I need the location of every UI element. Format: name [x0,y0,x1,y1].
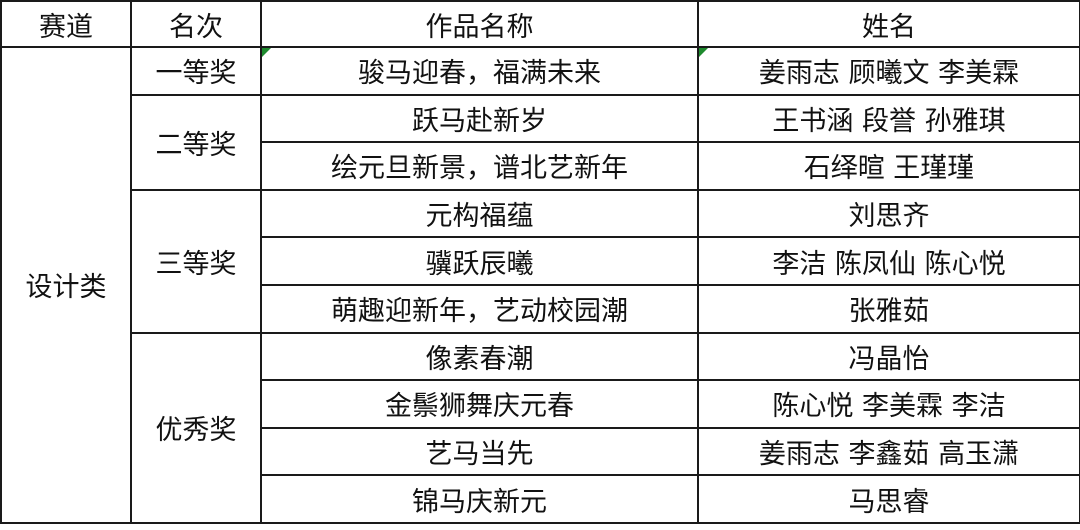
cell-comment-marker [262,48,271,57]
title-cell: 绘元旦新景，谱北艺新年 [260,141,699,191]
header-names: 姓名 [697,0,1080,48]
table-row: 萌趣迎新年，艺动校园潮 张雅茹 [1,283,1080,334]
table-row: 优秀奖 像素春潮 冯晶怡 [1,331,1080,524]
table-row: 锦马庆新元 马思睿 [1,474,1080,524]
names-cell: 马思睿 [697,474,1080,524]
table-row: 设计类 一等奖 骏马迎春，福满未来 姜雨志 顾曦文 李美霖 [0,46,1080,524]
table-row: 二等奖 跃马赴新岁 王书涵 段誉 孙雅琪 [1,93,1080,191]
table-row: 金鬃狮舞庆元春 陈心悦 李美霖 李洁 [1,379,1080,429]
names-cell: 石绎暄 王瑾瑾 [697,141,1080,191]
rank-cell: 三等奖 [130,188,262,334]
title-cell: 跃马赴新岁 [260,93,699,144]
title-cell: 金鬃狮舞庆元春 [260,379,699,429]
names-cell: 王书涵 段誉 孙雅琪 [697,93,1080,144]
names-cell: 冯晶怡 [697,331,1080,382]
title-cell: 萌趣迎新年，艺动校园潮 [260,283,699,334]
names-cell: 张雅茹 [697,283,1080,334]
header-title: 作品名称 [260,0,699,48]
header-track: 赛道 [0,0,132,48]
names-cell: 陈心悦 李美霖 李洁 [697,379,1080,429]
table-row: 骥跃辰曦 李洁 陈凤仙 陈心悦 [1,236,1080,286]
table-row: 三等奖 元构福蕴 刘思齐 [1,188,1080,334]
title-cell: 艺马当先 [260,426,699,477]
title-text: 骏马迎春，福满未来 [358,58,601,90]
rank-cell: 一等奖 [130,46,262,96]
names-cell: 李洁 陈凤仙 陈心悦 [697,236,1080,286]
header-row: 赛道 名次 作品名称 姓名 [0,0,1080,48]
names-text: 姜雨志 顾曦文 李美霖 [758,58,1020,90]
rank-cell: 优秀奖 [130,331,262,524]
track-cell: 设计类 [0,46,132,524]
title-cell: 元构福蕴 [260,188,699,239]
table-row: 艺马当先 姜雨志 李鑫茹 高玉潇 [1,426,1080,477]
table-row: 绘元旦新景，谱北艺新年 石绎暄 王瑾瑾 [1,141,1080,191]
names-cell: 姜雨志 李鑫茹 高玉潇 [697,426,1080,477]
header-rank: 名次 [130,0,262,48]
title-cell: 骏马迎春，福满未来 [260,46,699,96]
title-cell: 像素春潮 [260,331,699,382]
title-cell: 锦马庆新元 [260,474,699,524]
names-cell: 姜雨志 顾曦文 李美霖 [697,46,1080,96]
cell-comment-marker [699,48,708,57]
names-cell: 刘思齐 [697,188,1080,239]
title-cell: 骥跃辰曦 [260,236,699,286]
rank-cell: 二等奖 [130,93,262,191]
